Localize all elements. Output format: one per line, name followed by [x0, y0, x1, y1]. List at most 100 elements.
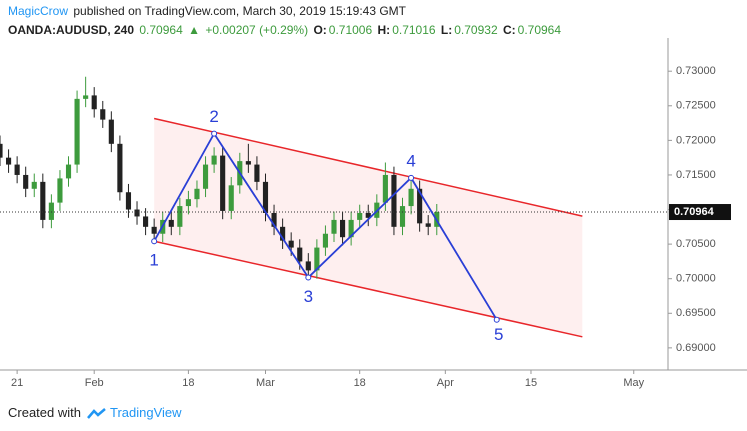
x-tick-label: 21	[11, 377, 23, 389]
o-value: 0.71006	[328, 23, 373, 37]
candle-body	[280, 226, 286, 241]
y-tick-label: 0.73000	[676, 65, 716, 77]
channel-fill	[154, 118, 583, 337]
candle-body	[408, 188, 414, 207]
candle-body	[168, 219, 174, 227]
candle-body	[194, 188, 200, 200]
candle-body	[322, 233, 329, 248]
candle-body	[382, 174, 388, 203]
y-tick-label: 0.71500	[676, 169, 716, 181]
candle-body	[288, 240, 294, 248]
candle-body	[331, 219, 337, 234]
candle-body	[220, 155, 226, 211]
candle-body	[14, 164, 20, 175]
x-tick-label: May	[623, 377, 644, 389]
published: published on TradingView.com, March 30, …	[73, 4, 407, 18]
y-tick-label: 0.72500	[676, 100, 716, 112]
candle-body	[83, 95, 89, 99]
candle-body	[100, 109, 106, 120]
wave-label: 4	[406, 151, 415, 170]
brand[interactable]: TradingView	[110, 405, 182, 420]
last-price-label: 0.70964	[674, 206, 715, 218]
candle-body	[245, 161, 251, 165]
candle-body	[91, 95, 97, 110]
channel-line	[153, 240, 583, 338]
candle-body	[143, 216, 149, 227]
h-label: H:	[377, 23, 391, 37]
y-tick-label: 0.72000	[676, 134, 716, 146]
candle-body	[23, 174, 29, 189]
wave-point	[408, 174, 415, 181]
candle-body	[417, 188, 423, 224]
price: 0.70964	[139, 23, 183, 37]
x-tick-label: 18	[182, 377, 194, 389]
last-price-box	[669, 204, 731, 221]
candle-body	[297, 247, 303, 262]
candle-body	[108, 119, 114, 144]
l-label: L:	[440, 23, 453, 37]
symbol-line: OANDA:AUDUSD, 240 0.70964 ▲ +0.00207 (+0…	[8, 23, 563, 37]
wave-point	[211, 130, 218, 137]
candle-body	[357, 212, 363, 220]
candle-body	[177, 206, 183, 227]
candle-body	[228, 185, 234, 211]
candle-body	[271, 212, 277, 227]
wave-label: 3	[304, 287, 313, 306]
candle-body	[48, 202, 54, 220]
candle-body	[57, 178, 63, 203]
candle-body	[0, 143, 3, 158]
candle-body	[5, 157, 12, 165]
y-tick-label: 0.70000	[676, 273, 716, 285]
candle-body	[151, 226, 157, 234]
l-value: 0.70932	[454, 23, 498, 37]
arrow: ▲	[188, 23, 200, 37]
wave-point	[305, 274, 312, 281]
candle-body	[262, 181, 269, 213]
candle-body	[339, 219, 346, 238]
candle-body	[399, 206, 406, 227]
o-label: O:	[313, 23, 327, 37]
candle-body	[117, 143, 123, 193]
candle-body	[348, 219, 354, 238]
created-with: Created with	[8, 405, 81, 420]
channel-line	[153, 117, 583, 217]
x-tick-label: 15	[525, 377, 537, 389]
y-tick-label: 0.69500	[676, 307, 716, 319]
candle-body	[185, 199, 191, 207]
author[interactable]: MagicCrow	[8, 4, 69, 18]
wave-label: 1	[149, 251, 158, 270]
c-value: 0.70964	[517, 23, 562, 37]
candle-body	[305, 261, 311, 271]
logo	[86, 407, 106, 419]
candle-body	[40, 181, 46, 220]
wave-label: 2	[209, 107, 218, 126]
candle-body	[365, 212, 371, 218]
candle-body	[391, 174, 397, 227]
header-line: MagicCrow published on TradingView.com, …	[8, 4, 408, 18]
symbol: OANDA:AUDUSD, 240	[8, 23, 135, 37]
candle-body	[125, 192, 132, 210]
candle-body	[254, 164, 260, 182]
candle-body	[202, 164, 209, 189]
change: +0.00207 (+0.29%)	[205, 23, 309, 37]
wave-point	[493, 316, 500, 323]
x-tick-label: Apr	[437, 377, 454, 389]
h-value: 0.71016	[392, 23, 436, 37]
c-label: C:	[502, 23, 516, 37]
x-tick-label: 18	[354, 377, 366, 389]
y-tick-label: 0.69000	[676, 342, 716, 354]
candle-body	[211, 155, 217, 165]
candle-body	[134, 209, 140, 217]
y-tick-label: 0.70500	[676, 238, 716, 250]
wave-point	[151, 238, 158, 245]
footer: Created with TradingView	[8, 405, 184, 420]
wave-label: 5	[494, 325, 503, 344]
candle-body	[31, 181, 37, 189]
candle-body	[425, 223, 431, 227]
candle-body	[314, 247, 320, 271]
x-tick-label: Feb	[85, 377, 104, 389]
candle-body	[74, 98, 80, 165]
x-tick-label: Mar	[256, 377, 275, 389]
